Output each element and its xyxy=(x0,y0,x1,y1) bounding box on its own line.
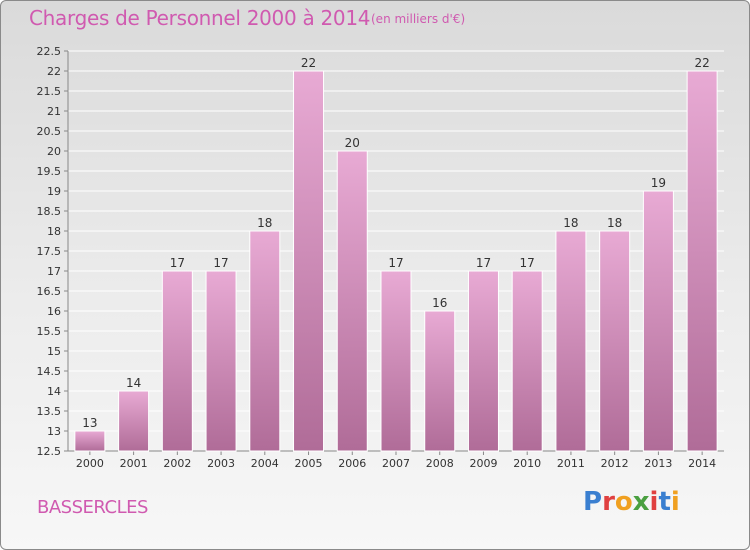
y-tick-label: 17 xyxy=(47,265,61,278)
data-label: 22 xyxy=(301,56,316,70)
data-label: 13 xyxy=(82,416,97,430)
data-label: 19 xyxy=(651,176,666,190)
x-tick-label: 2013 xyxy=(644,457,672,470)
data-label: 17 xyxy=(388,256,403,270)
y-tick-label: 13 xyxy=(47,425,61,438)
y-tick-label: 14.5 xyxy=(37,365,62,378)
data-label: 18 xyxy=(607,216,622,230)
data-label: 18 xyxy=(257,216,272,230)
y-tick-label: 21 xyxy=(47,105,61,118)
x-tick-label: 2011 xyxy=(557,457,585,470)
logo-letter: i xyxy=(670,487,680,517)
y-tick-label: 13.5 xyxy=(37,405,62,418)
x-tick-label: 2009 xyxy=(469,457,497,470)
data-label: 17 xyxy=(520,256,535,270)
x-tick-label: 2000 xyxy=(76,457,104,470)
y-tick-label: 16 xyxy=(47,305,61,318)
y-tick-label: 21.5 xyxy=(37,85,62,98)
data-label: 22 xyxy=(694,56,709,70)
y-tick-label: 16.5 xyxy=(37,285,62,298)
x-tick-label: 2002 xyxy=(163,457,191,470)
bar-2013 xyxy=(642,190,674,452)
bar-2007 xyxy=(380,270,412,452)
logo-letter: t xyxy=(658,487,671,517)
bar-2011 xyxy=(555,230,587,452)
bar-2005 xyxy=(293,70,325,452)
y-tick-label: 18 xyxy=(47,225,61,238)
x-tick-label: 2006 xyxy=(338,457,366,470)
y-tick-label: 19.5 xyxy=(37,165,62,178)
x-tick-label: 2008 xyxy=(426,457,454,470)
logo-letter: o xyxy=(614,487,633,517)
logo-letter: P xyxy=(583,487,603,517)
bar-2004 xyxy=(249,230,281,452)
data-label: 17 xyxy=(476,256,491,270)
logo-letter: i xyxy=(649,487,659,517)
bar-2001 xyxy=(118,390,150,452)
chart-title: Charges de Personnel 2000 à 2014 xyxy=(29,6,371,30)
bar-2006 xyxy=(336,150,368,452)
y-tick-label: 20.5 xyxy=(37,125,62,138)
data-label: 14 xyxy=(126,376,141,390)
y-tick-label: 22.5 xyxy=(37,45,62,58)
x-tick-label: 2012 xyxy=(601,457,629,470)
bars xyxy=(74,70,718,452)
proxiti-logo[interactable]: Proxiti xyxy=(583,487,680,517)
y-tick-label: 15 xyxy=(47,345,61,358)
data-label: 16 xyxy=(432,296,447,310)
bar-2002 xyxy=(161,270,193,452)
bar-2008 xyxy=(424,310,456,452)
data-labels: 13 14 17 17 18 22 20 17 16 17 17 18 18 19 22 xyxy=(82,56,710,430)
y-tick-label: 18.5 xyxy=(37,205,62,218)
bar-2014 xyxy=(686,70,718,452)
chart-subtitle: (en milliers d'€) xyxy=(371,12,466,26)
y-tick-label: 15.5 xyxy=(37,325,62,338)
y-tick-label: 14 xyxy=(47,385,61,398)
data-label: 17 xyxy=(170,256,185,270)
bar-2000 xyxy=(74,430,106,452)
x-tick-label: 2007 xyxy=(382,457,410,470)
data-label: 17 xyxy=(213,256,228,270)
bar-2003 xyxy=(205,270,237,452)
y-tick-label: 17.5 xyxy=(37,245,62,258)
logo-letter: r xyxy=(602,487,615,517)
y-tick-label: 12.5 xyxy=(37,445,62,458)
logo-letter: x xyxy=(632,487,650,517)
x-tick-label: 2003 xyxy=(207,457,235,470)
bar-2012 xyxy=(599,230,631,452)
x-tick-label: 2004 xyxy=(251,457,279,470)
data-label: 20 xyxy=(345,136,360,150)
commune-name: BASSERCLES xyxy=(37,497,148,518)
x-tick-label: 2014 xyxy=(688,457,716,470)
x-tick-label: 2005 xyxy=(295,457,323,470)
y-tick-label: 19 xyxy=(47,185,61,198)
bar-2009 xyxy=(467,270,499,452)
x-tick-label: 2001 xyxy=(120,457,148,470)
y-tick-label: 22 xyxy=(47,65,61,78)
bar-2010 xyxy=(511,270,543,452)
data-label: 18 xyxy=(563,216,578,230)
x-tick-label: 2010 xyxy=(513,457,541,470)
y-tick-label: 20 xyxy=(47,145,61,158)
